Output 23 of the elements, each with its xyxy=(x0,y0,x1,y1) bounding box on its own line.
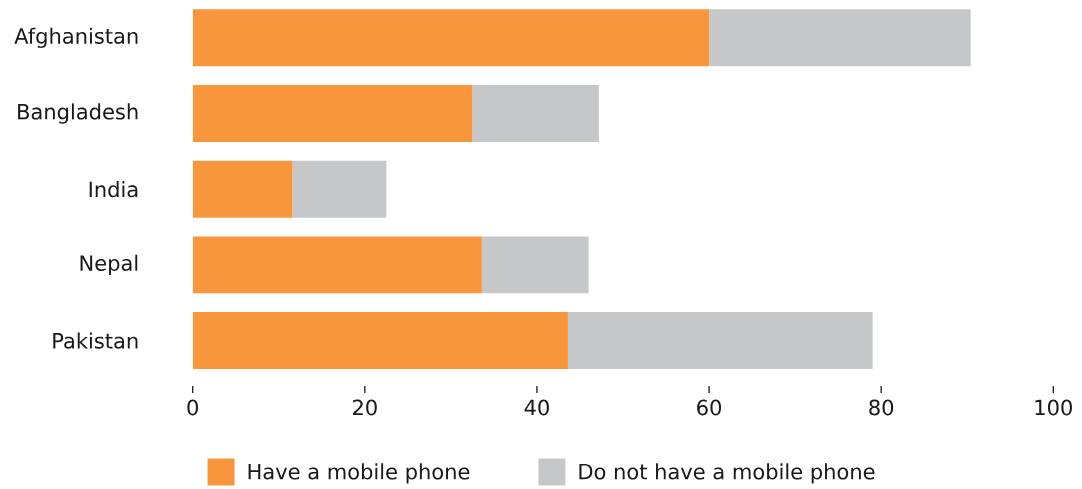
y-tick-label: Bangladesh xyxy=(18,103,138,124)
bar xyxy=(567,312,873,370)
bar xyxy=(192,160,293,218)
y-tick-label: Nepal xyxy=(80,254,138,276)
bar xyxy=(472,85,599,142)
legend-label: Have a mobile phone xyxy=(248,463,470,484)
x-tick-label: 60 xyxy=(697,399,722,416)
bar xyxy=(192,85,473,142)
x-tick-label: 40 xyxy=(524,399,549,416)
legend-label: Do not have a mobile phone xyxy=(579,463,875,484)
x-tick-label: 80 xyxy=(869,399,894,416)
y-tick-label: India xyxy=(89,181,138,198)
bar xyxy=(192,312,568,370)
bar xyxy=(192,236,482,294)
bar xyxy=(192,9,710,67)
x-tick-label: 20 xyxy=(353,399,377,416)
x-tick-label: 0 xyxy=(187,399,198,416)
x-tick-label: 100 xyxy=(1035,399,1072,416)
bar xyxy=(481,236,589,294)
bar xyxy=(292,160,387,218)
y-tick-label: Pakistan xyxy=(53,332,138,349)
y-tick-label: Afghanistan xyxy=(14,27,138,49)
bar xyxy=(709,9,971,67)
